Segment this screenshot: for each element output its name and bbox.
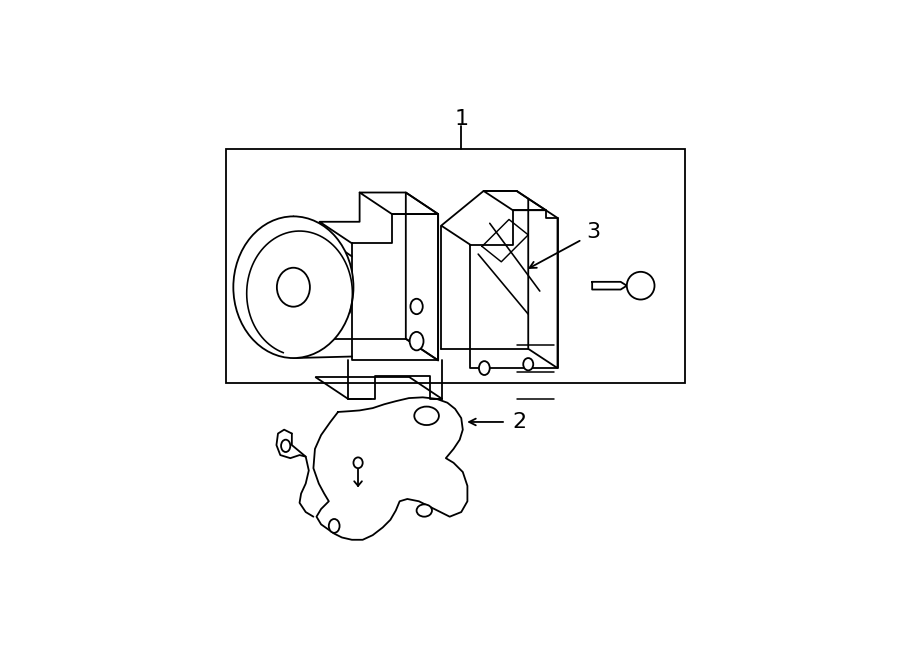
Ellipse shape bbox=[479, 361, 490, 375]
Ellipse shape bbox=[523, 358, 533, 370]
Bar bbox=[227, 149, 685, 383]
Ellipse shape bbox=[410, 299, 423, 314]
Ellipse shape bbox=[417, 504, 432, 517]
Ellipse shape bbox=[328, 519, 339, 533]
Ellipse shape bbox=[414, 407, 439, 425]
Text: 3: 3 bbox=[587, 222, 601, 242]
Ellipse shape bbox=[410, 332, 424, 350]
Ellipse shape bbox=[281, 440, 291, 452]
Ellipse shape bbox=[277, 268, 310, 307]
Ellipse shape bbox=[354, 457, 363, 468]
Text: 2: 2 bbox=[513, 412, 526, 432]
Ellipse shape bbox=[233, 216, 354, 358]
Circle shape bbox=[626, 272, 654, 299]
Text: 1: 1 bbox=[454, 109, 468, 130]
